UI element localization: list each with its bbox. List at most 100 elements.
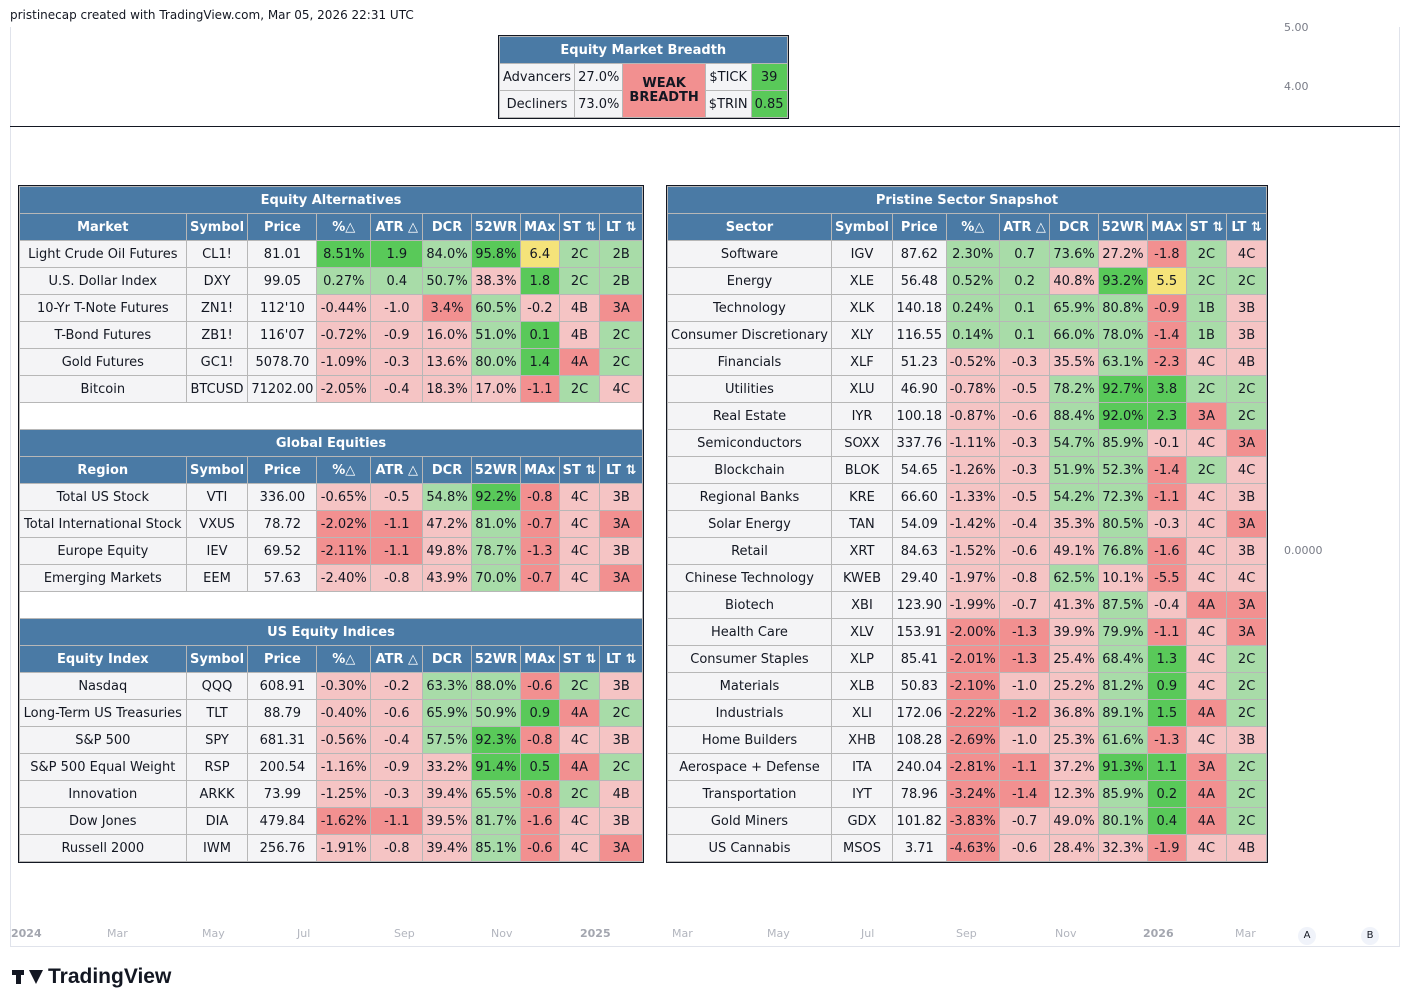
- table-cell: RSP: [185, 753, 249, 781]
- table-row: Emerging Markets EEM 57.63 -2.40% -0.8 43.9% 7…: [19, 564, 643, 592]
- column-header: LT ⇅: [1226, 213, 1267, 241]
- table-cell: U.S. Dollar Index: [19, 267, 187, 295]
- table-cell: -0.78%: [945, 375, 1000, 403]
- table-cell: 66.0%: [1049, 321, 1099, 349]
- table-cell: -1.33%: [945, 483, 1000, 511]
- breadth-title: Equity Market Breadth: [499, 36, 788, 64]
- brand-name: TradingView: [48, 965, 172, 988]
- table-cell: 3A: [1226, 429, 1267, 457]
- scale-auto-button[interactable]: A: [1298, 927, 1316, 945]
- table-cell: 85.9%: [1097, 780, 1149, 808]
- table-cell: Gold Futures: [19, 348, 187, 376]
- table-cell: -0.6: [998, 834, 1051, 862]
- time-axis[interactable]: 2024 Mar May Jul Sep Nov 2025 Mar May Jul Sep Nov 20…: [10, 926, 1400, 946]
- column-header: Symbol: [185, 645, 249, 673]
- column-header: DCR: [1049, 213, 1099, 241]
- table-row: Semiconductors SOXX 337.76 -1.11% -0.3 54.7% 8…: [667, 429, 1267, 457]
- table-row: Bitcoin BTCUSD 71202.00 -2.05% -0.4 18.3% 17.0…: [19, 375, 643, 403]
- table-cell: Total US Stock: [19, 483, 187, 511]
- table-cell: 3A: [599, 294, 643, 322]
- table-cell: 85.41: [892, 645, 947, 673]
- table-cell: KRE: [830, 483, 894, 511]
- table-cell: IWM: [185, 834, 249, 862]
- table-row: Technology XLK 140.18 0.24% 0.1 65.9% 80.8% -0.…: [667, 294, 1267, 322]
- table-cell: -0.7: [520, 510, 560, 538]
- table-cell: 3A: [1185, 402, 1228, 430]
- table-cell: 73.99: [247, 780, 318, 808]
- section-title: Global Equities: [19, 429, 643, 457]
- table-cell: -1.2: [998, 699, 1051, 727]
- price-scale-top-label: 5.00: [1284, 21, 1309, 34]
- table-row: U.S. Dollar Index DXY 99.05 0.27% 0.4 50.7% 38…: [19, 267, 643, 295]
- table-cell: 81.7%: [470, 807, 522, 835]
- table-cell: -0.4: [998, 510, 1051, 538]
- table-cell: -0.30%: [316, 672, 372, 700]
- table-cell: 81.2%: [1097, 672, 1149, 700]
- table-cell: XLI: [830, 699, 894, 727]
- table-cell: -1.52%: [945, 537, 1000, 565]
- table-cell: VXUS: [185, 510, 249, 538]
- table-cell: 4C: [558, 564, 601, 592]
- table-cell: Aerospace + Defense: [667, 753, 832, 781]
- table-cell: 2B: [599, 267, 643, 295]
- scale-b-button[interactable]: B: [1361, 927, 1379, 945]
- table-cell: 4C: [558, 726, 601, 754]
- table-cell: XRT: [830, 537, 894, 565]
- table-cell: -2.01%: [945, 645, 1000, 673]
- table-cell: Technology: [667, 294, 832, 322]
- table-cell: 63.1%: [1097, 348, 1149, 376]
- table-cell: 46.90: [892, 375, 947, 403]
- table-cell: -2.22%: [945, 699, 1000, 727]
- table-cell: -2.40%: [316, 564, 372, 592]
- chart-area[interactable]: [10, 27, 1400, 947]
- column-header: Price: [892, 213, 947, 241]
- table-row: Home Builders XHB 108.28 -2.69% -1.0 25.3% 61.…: [667, 726, 1267, 754]
- pane-divider[interactable]: [10, 126, 1400, 127]
- table-cell: 54.65: [892, 456, 947, 484]
- table-cell: 3B: [599, 726, 643, 754]
- table-cell: 4A: [1185, 591, 1228, 619]
- table-cell: 38.3%: [470, 267, 522, 295]
- table-cell: Health Care: [667, 618, 832, 646]
- breadth-table: Equity Market Breadth Advancers 27.0% WE…: [498, 35, 789, 119]
- table-cell: -0.8: [520, 483, 560, 511]
- table-cell: 101.82: [892, 807, 947, 835]
- column-header: LT ⇅: [599, 645, 643, 673]
- table-cell: -1.1: [998, 753, 1051, 781]
- table-cell: 2C: [1226, 645, 1267, 673]
- table-cell: SOXX: [830, 429, 894, 457]
- table-cell: XBI: [830, 591, 894, 619]
- table-cell: Energy: [667, 267, 832, 295]
- table-cell: -1.1: [1147, 618, 1187, 646]
- table-row: Industrials XLI 172.06 -2.22% -1.2 36.8% 89.1%…: [667, 699, 1267, 727]
- table-cell: 3A: [1226, 618, 1267, 646]
- column-header: ST ⇅: [558, 645, 601, 673]
- table-cell: 79.9%: [1097, 618, 1149, 646]
- table-row: Health Care XLV 153.91 -2.00% -1.3 39.9% 79.9%…: [667, 618, 1267, 646]
- table-cell: 2C: [599, 348, 643, 376]
- time-axis-label: Jul: [861, 927, 875, 940]
- table-cell: -1.3: [998, 618, 1051, 646]
- sector-snapshot-table: Pristine Sector Snapshot Sector Symbol Pri…: [666, 185, 1268, 863]
- time-axis-label: Sep: [956, 927, 977, 940]
- table-row: S&P 500 Equal Weight RSP 200.54 -1.16% -0.9 3…: [19, 753, 643, 781]
- table-cell: Real Estate: [667, 402, 832, 430]
- column-header: ATR △: [998, 213, 1051, 241]
- table-cell: -1.6: [520, 807, 560, 835]
- table-cell: 4A: [1185, 807, 1228, 835]
- price-scale-label-zero: 0.0000: [1284, 544, 1323, 557]
- table-cell: -1.16%: [316, 753, 372, 781]
- column-header: 52WR: [470, 213, 522, 241]
- table-cell: 2.3: [1147, 402, 1187, 430]
- table-cell: 4C: [1185, 348, 1228, 376]
- table-row: Software IGV 87.62 2.30% 0.7 73.6% 27.2% -1.8 2C…: [667, 240, 1267, 268]
- table-cell: -1.1: [520, 375, 560, 403]
- table-cell: 39.9%: [1049, 618, 1099, 646]
- table-cell: -0.4: [370, 726, 424, 754]
- tradingview-brand[interactable]: TradingView: [12, 965, 171, 989]
- table-cell: 78.0%: [1097, 321, 1149, 349]
- column-header: Price: [247, 456, 318, 484]
- table-cell: -1.3: [520, 537, 560, 565]
- table-cell: 65.5%: [470, 780, 522, 808]
- table-cell: -1.3: [998, 645, 1051, 673]
